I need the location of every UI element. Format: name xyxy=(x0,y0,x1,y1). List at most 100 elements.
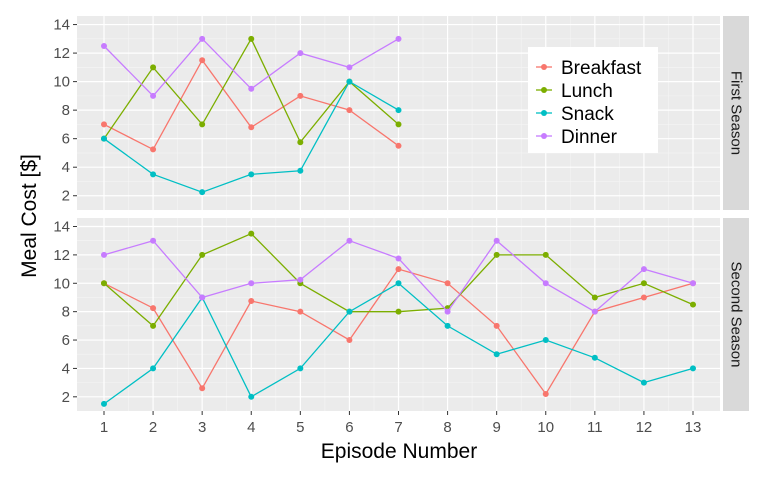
y-axis-title: Meal Cost [$] xyxy=(18,154,41,278)
data-point-dinner xyxy=(346,64,353,71)
data-point-dinner xyxy=(297,276,304,283)
x-tick-label: 6 xyxy=(345,419,353,436)
data-point-snack xyxy=(100,135,107,142)
data-point-lunch xyxy=(542,251,549,258)
legend-label: Snack xyxy=(561,104,614,125)
y-tick-label: 10 xyxy=(53,275,70,292)
data-point-lunch xyxy=(248,35,255,42)
y-tick-label: 4 xyxy=(62,159,70,176)
legend-key-point xyxy=(541,87,547,93)
data-point-dinner xyxy=(346,237,353,244)
data-point-lunch xyxy=(591,294,598,301)
data-point-lunch xyxy=(297,139,304,146)
data-point-dinner xyxy=(150,237,157,244)
facet-strip xyxy=(723,16,749,210)
data-point-snack xyxy=(346,308,353,315)
data-point-snack xyxy=(297,167,304,174)
data-point-dinner xyxy=(493,237,500,244)
x-tick-label: 7 xyxy=(394,419,402,436)
x-tick-label: 3 xyxy=(198,419,206,436)
data-point-breakfast xyxy=(542,390,549,397)
data-point-lunch xyxy=(640,280,647,287)
data-point-snack xyxy=(444,322,451,329)
data-point-snack xyxy=(100,400,107,407)
panel-2: 2 4 6 8 10 12 14 Second Season xyxy=(53,218,749,411)
x-tick-label: 12 xyxy=(636,419,653,436)
data-point-snack xyxy=(150,171,157,178)
x-tick-label: 11 xyxy=(587,419,603,436)
data-point-snack xyxy=(297,365,304,372)
x-tick-label: 1 xyxy=(100,419,108,436)
x-axis-title: Episode Number xyxy=(321,440,477,463)
data-point-breakfast xyxy=(297,92,304,99)
data-point-breakfast xyxy=(640,294,647,301)
y-tick-label: 10 xyxy=(53,74,70,91)
data-point-snack xyxy=(493,351,500,358)
data-point-dinner xyxy=(444,308,451,315)
data-point-breakfast xyxy=(248,124,255,131)
legend-box xyxy=(528,47,658,153)
x-tick-label: 2 xyxy=(149,419,157,436)
y-tick-label: 6 xyxy=(62,131,70,148)
data-point-breakfast xyxy=(297,308,304,315)
data-point-snack xyxy=(199,189,206,196)
data-point-breakfast xyxy=(346,337,353,344)
data-point-dinner xyxy=(542,280,549,287)
data-point-snack xyxy=(395,107,402,114)
data-point-lunch xyxy=(395,121,402,128)
data-point-dinner xyxy=(248,280,255,287)
x-tick-label: 8 xyxy=(443,419,451,436)
legend-key-point xyxy=(541,110,547,116)
y-tick-label: 8 xyxy=(62,102,70,119)
data-point-breakfast xyxy=(395,142,402,149)
data-point-dinner xyxy=(199,35,206,42)
data-point-dinner xyxy=(640,266,647,273)
data-point-dinner xyxy=(395,35,402,42)
data-point-dinner xyxy=(100,251,107,258)
facet-label: First Season xyxy=(728,71,745,155)
data-point-lunch xyxy=(199,251,206,258)
y-tick-label: 2 xyxy=(62,389,70,406)
data-point-snack xyxy=(248,393,255,400)
data-point-lunch xyxy=(199,121,206,128)
data-point-snack xyxy=(640,379,647,386)
y-tick-label: 12 xyxy=(53,247,70,264)
data-point-lunch xyxy=(690,301,697,308)
data-point-snack xyxy=(542,337,549,344)
data-point-breakfast xyxy=(346,107,353,114)
data-point-dinner xyxy=(297,50,304,57)
y-tick-label: 14 xyxy=(53,17,70,34)
data-point-breakfast xyxy=(100,121,107,128)
data-point-breakfast xyxy=(493,322,500,329)
legend-label: Lunch xyxy=(561,81,613,102)
data-point-snack xyxy=(150,365,157,372)
data-point-dinner xyxy=(100,42,107,49)
data-point-snack xyxy=(248,171,255,178)
data-point-snack xyxy=(690,365,697,372)
y-tick-label: 2 xyxy=(62,188,70,205)
data-point-lunch xyxy=(150,322,157,329)
y-tick-label: 8 xyxy=(62,304,70,321)
data-point-lunch xyxy=(150,64,157,71)
data-point-lunch xyxy=(493,251,500,258)
y-tick-label: 4 xyxy=(62,360,70,377)
data-point-dinner xyxy=(199,294,206,301)
x-axis: 1 2 3 4 5 6 7 8 9 10 11 12 13 xyxy=(100,411,702,436)
x-tick-label: 5 xyxy=(296,419,304,436)
data-point-breakfast xyxy=(199,57,206,64)
legend-label: Dinner xyxy=(561,127,618,148)
data-point-snack xyxy=(346,78,353,85)
x-tick-label: 10 xyxy=(537,419,554,436)
data-point-dinner xyxy=(248,85,255,92)
x-tick-label: 9 xyxy=(492,419,500,436)
data-point-lunch xyxy=(395,308,402,315)
x-tick-label: 13 xyxy=(685,419,702,436)
y-tick-label: 12 xyxy=(53,45,70,62)
data-point-breakfast xyxy=(150,146,157,153)
y-tick-label: 14 xyxy=(53,219,70,236)
facet-strip xyxy=(723,218,749,411)
y-tick-label: 6 xyxy=(62,332,70,349)
data-point-lunch xyxy=(248,230,255,237)
